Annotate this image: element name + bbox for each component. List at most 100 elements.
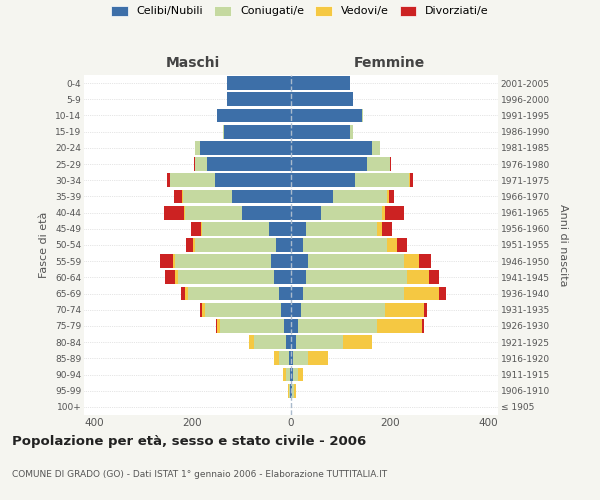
Bar xyxy=(291,206,320,220)
Bar xyxy=(291,76,350,90)
Bar xyxy=(389,157,391,171)
Text: Maschi: Maschi xyxy=(166,56,220,70)
Bar xyxy=(274,352,278,365)
Text: COMUNE DI GRADO (GO) - Dati ISTAT 1° gennaio 2006 - Elaborazione TUTTITALIA.IT: COMUNE DI GRADO (GO) - Dati ISTAT 1° gen… xyxy=(12,470,387,479)
Bar xyxy=(382,206,385,220)
Bar xyxy=(249,336,254,349)
Text: Popolazione per età, sesso e stato civile - 2006: Popolazione per età, sesso e stato civil… xyxy=(12,435,366,448)
Bar xyxy=(296,336,343,349)
Bar xyxy=(385,206,404,220)
Bar xyxy=(387,238,397,252)
Bar xyxy=(373,141,380,154)
Bar xyxy=(195,141,200,154)
Bar xyxy=(419,254,431,268)
Bar xyxy=(166,270,175,284)
Bar xyxy=(274,270,291,284)
Bar xyxy=(217,108,291,122)
Bar xyxy=(193,238,195,252)
Bar xyxy=(298,319,377,333)
Bar xyxy=(185,206,242,220)
Bar xyxy=(304,238,387,252)
Bar xyxy=(333,190,387,203)
Bar xyxy=(367,157,389,171)
Bar xyxy=(182,190,232,203)
Bar xyxy=(194,157,195,171)
Bar xyxy=(291,319,298,333)
Bar xyxy=(291,286,304,300)
Bar xyxy=(289,352,291,365)
Bar xyxy=(424,303,427,316)
Bar xyxy=(215,319,217,333)
Bar xyxy=(278,352,289,365)
Bar xyxy=(291,141,373,154)
Bar xyxy=(283,368,286,382)
Legend: Celibi/Nubili, Coniugati/e, Vedovi/e, Divorziati/e: Celibi/Nubili, Coniugati/e, Vedovi/e, Di… xyxy=(111,6,489,16)
Bar xyxy=(308,254,404,268)
Bar xyxy=(422,319,424,333)
Bar xyxy=(404,254,419,268)
Bar xyxy=(167,174,170,187)
Bar xyxy=(291,190,333,203)
Text: Femmine: Femmine xyxy=(354,56,425,70)
Bar xyxy=(387,190,389,203)
Bar xyxy=(271,254,291,268)
Bar xyxy=(289,384,290,398)
Bar xyxy=(293,368,298,382)
Bar xyxy=(281,303,291,316)
Bar xyxy=(184,206,185,220)
Bar xyxy=(410,174,413,187)
Bar xyxy=(308,352,328,365)
Bar xyxy=(294,384,296,398)
Bar xyxy=(291,222,306,235)
Bar xyxy=(223,125,224,138)
Bar xyxy=(291,125,350,138)
Bar xyxy=(227,76,291,90)
Bar xyxy=(200,141,291,154)
Bar xyxy=(202,303,205,316)
Bar xyxy=(217,319,220,333)
Bar xyxy=(178,270,274,284)
Bar xyxy=(355,174,409,187)
Bar xyxy=(160,254,173,268)
Bar xyxy=(181,286,185,300)
Bar xyxy=(276,238,291,252)
Bar xyxy=(173,254,175,268)
Bar xyxy=(291,108,362,122)
Bar xyxy=(291,238,304,252)
Bar xyxy=(232,190,291,203)
Bar xyxy=(278,286,291,300)
Bar xyxy=(284,319,291,333)
Bar xyxy=(185,286,187,300)
Bar xyxy=(385,303,424,316)
Bar xyxy=(291,368,293,382)
Bar xyxy=(191,222,202,235)
Bar xyxy=(301,303,385,316)
Bar xyxy=(439,286,446,300)
Bar xyxy=(187,286,278,300)
Bar xyxy=(286,368,290,382)
Y-axis label: Anni di nascita: Anni di nascita xyxy=(559,204,568,286)
Bar xyxy=(409,174,410,187)
Bar xyxy=(350,125,353,138)
Bar xyxy=(175,254,271,268)
Bar xyxy=(304,286,404,300)
Bar xyxy=(407,270,429,284)
Bar xyxy=(195,157,207,171)
Bar xyxy=(291,352,293,365)
Bar xyxy=(200,303,202,316)
Bar xyxy=(164,206,184,220)
Bar xyxy=(291,254,308,268)
Bar xyxy=(291,174,355,187)
Bar xyxy=(291,384,292,398)
Bar xyxy=(397,238,407,252)
Bar xyxy=(291,157,367,171)
Bar xyxy=(298,368,304,382)
Bar xyxy=(291,303,301,316)
Bar xyxy=(287,384,289,398)
Bar xyxy=(286,336,291,349)
Bar xyxy=(377,222,382,235)
Bar xyxy=(377,319,422,333)
Bar xyxy=(242,206,291,220)
Bar xyxy=(254,336,286,349)
Bar xyxy=(207,157,291,171)
